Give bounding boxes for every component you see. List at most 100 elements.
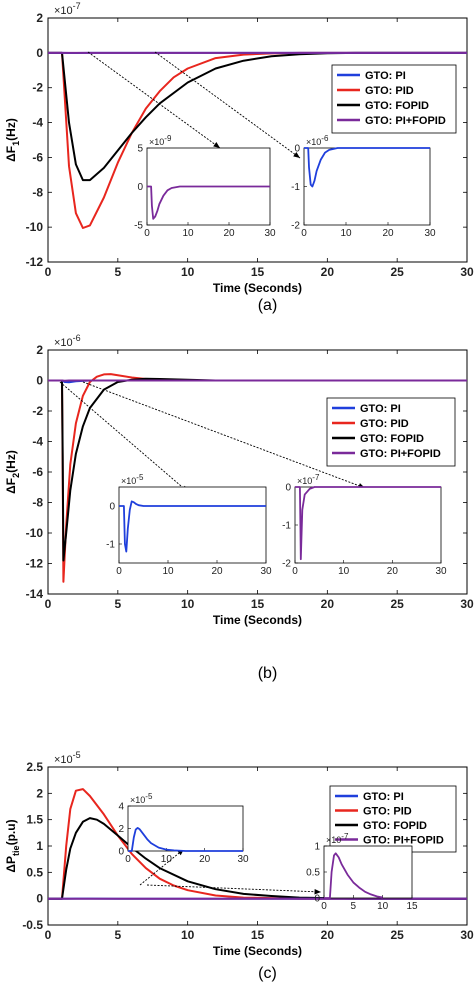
inset-series-line — [304, 147, 430, 188]
inset-x-tick-label: 10 — [162, 566, 174, 577]
y-tick-label: 0 — [36, 892, 43, 906]
inset-exponent: ×10-7 — [326, 832, 349, 845]
inset-x-tick-label: 15 — [406, 901, 418, 912]
legend-label: GTO: PI+FOPID — [363, 835, 444, 847]
inset-exponent-base: ×10 — [306, 137, 321, 147]
legend-label: GTO: PID — [363, 806, 412, 818]
inset-x-tick-label: 30 — [264, 228, 276, 239]
inset-x-tick-label: 0 — [292, 566, 298, 577]
inset-y-tick-label: 4 — [118, 802, 124, 813]
inset-exponent-base: ×10 — [297, 476, 312, 486]
inset-exponent: ×10-5 — [130, 792, 153, 805]
x-tick-label: 15 — [251, 597, 265, 611]
x-axis-label: Time (Seconds) — [213, 281, 302, 295]
x-tick-label: 0 — [45, 265, 52, 279]
inset-x-tick-label: 30 — [260, 566, 272, 577]
inset-exponent-power: -7 — [341, 832, 349, 841]
inset-x-tick-label: 20 — [387, 566, 399, 577]
inset-series-line — [295, 486, 441, 561]
inset-y-tick-label: 1 — [314, 842, 320, 853]
inset-plot: 0 10 20 30 0 -1 -2 ×10-6 — [291, 134, 436, 239]
inset-exponent-power: -9 — [164, 134, 172, 143]
x-tick-label: 20 — [321, 928, 335, 942]
legend-label: GTO: PI — [360, 403, 401, 415]
legend-box — [326, 397, 456, 467]
y-tick-label: -10 — [26, 526, 44, 540]
y-axis-label-main: ΔP — [4, 856, 18, 873]
inset-x-tick-label: 10 — [340, 228, 352, 239]
inset-x-tick-label: 10 — [377, 901, 389, 912]
inset-y-tick-label: -2 — [282, 559, 291, 570]
x-tick-label: 30 — [460, 265, 474, 279]
axis-exponent-power: -7 — [73, 1, 81, 11]
y-tick-label: -14 — [26, 587, 44, 601]
inset-exponent-base: ×10 — [121, 476, 136, 486]
inset-x-tick-label: 10 — [338, 566, 350, 577]
legend-label: GTO: FOPID — [360, 433, 424, 445]
inset-y-tick-label: -1 — [282, 521, 291, 532]
inset-plot: 0 10 20 30 0 -1 -2 ×10-7 — [282, 473, 447, 577]
legend-label: GTO: FOPID — [365, 100, 429, 112]
y-axis-label-main: ΔF — [4, 146, 18, 162]
inset-frame — [294, 486, 442, 564]
x-tick-label: 10 — [181, 265, 195, 279]
inset-x-tick-label: 0 — [116, 566, 122, 577]
inset-plot: 0 5 10 15 1 0.5 0 ×10-7 — [306, 832, 418, 912]
y-tick-label: -8 — [32, 496, 43, 510]
inset-x-tick-label: 10 — [182, 228, 194, 239]
inset-y-tick-label: -5 — [134, 221, 143, 232]
y-axis-label-sub: 2 — [11, 473, 21, 478]
inset-y-tick-label: 0 — [109, 502, 115, 513]
inset-exponent-base: ×10 — [149, 137, 164, 147]
y-tick-label: 1 — [36, 839, 43, 853]
inset-series-line — [147, 185, 270, 220]
x-tick-label: 20 — [321, 597, 335, 611]
inset-exponent-power: -7 — [312, 473, 320, 482]
x-tick-label: 15 — [251, 265, 265, 279]
axis-exponent: ×10-7 — [54, 1, 81, 17]
y-axis-label-main: ΔF — [4, 478, 18, 494]
legend-label: GTO: PI — [365, 70, 406, 82]
y-tick-label: -8 — [32, 185, 43, 199]
inset-series-line — [119, 500, 266, 553]
y-tick-label: -0.5 — [22, 918, 43, 932]
inset-series-line — [128, 827, 243, 852]
inset-y-tick-label: 0 — [294, 144, 300, 155]
y-axis-label-unit: (p.u) — [4, 819, 18, 845]
inset-frame — [118, 486, 267, 564]
panel-label: (a) — [258, 297, 278, 314]
y-axis-label: ΔF2(Hz) — [4, 450, 21, 494]
x-tick-label: 0 — [45, 928, 52, 942]
x-tick-label: 10 — [181, 928, 195, 942]
inset-exponent: ×10-7 — [297, 473, 320, 486]
inset-exponent: ×10-5 — [121, 473, 144, 486]
y-tick-label: 2.5 — [26, 760, 43, 774]
panel-label: (c) — [258, 965, 277, 982]
callout-arrow-line — [82, 381, 366, 489]
axis-exponent-base: ×10 — [54, 337, 73, 349]
inset-x-tick-label: 0 — [321, 901, 327, 912]
legend-label: GTO: PID — [365, 85, 414, 97]
callout-arrow-line — [146, 884, 322, 893]
y-tick-label: 0 — [36, 46, 43, 60]
inset-x-tick-label: 20 — [382, 228, 394, 239]
legend: GTO: PI GTO: PID GTO: FOPID GTO: PI+FOPID — [326, 397, 456, 467]
y-axis-label-sub: 1 — [11, 141, 21, 146]
callout-arrow-head — [213, 142, 220, 148]
inset-x-tick-label: 20 — [199, 854, 211, 865]
axis-exponent: ×10-5 — [54, 750, 81, 766]
legend-label: GTO: PI — [363, 791, 404, 803]
callout-arrow-line — [139, 848, 185, 886]
inset-y-tick-label: 0 — [137, 182, 143, 193]
inset-exponent: ×10-6 — [306, 134, 329, 147]
callout-arrow-line — [59, 381, 189, 493]
y-tick-label: -6 — [32, 465, 43, 479]
y-tick-label: -6 — [32, 150, 43, 164]
callout-arrow-head — [314, 889, 321, 895]
y-axis-label-unit: (Hz) — [4, 118, 18, 141]
inset-y-tick-label: 0 — [314, 894, 320, 905]
y-tick-label: 0 — [36, 374, 43, 388]
inset-plot: 0 10 20 30 0 -1 ×10-5 — [106, 473, 272, 577]
